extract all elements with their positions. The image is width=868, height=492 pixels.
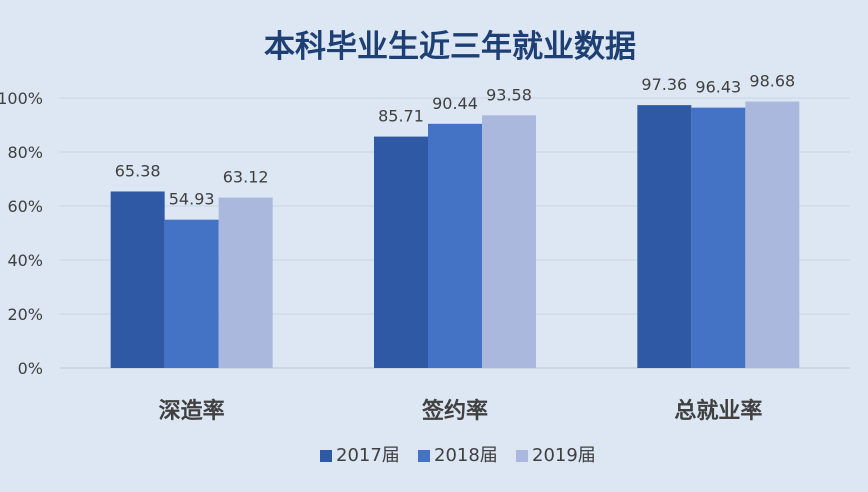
data-label: 85.71 [378, 107, 424, 126]
y-axis-ticks: 0% 20% 40% 60% 80% 100% [0, 89, 43, 378]
data-label: 97.36 [641, 75, 687, 94]
legend-swatch [418, 450, 430, 462]
legend: 2017届 2018届 2019届 [320, 445, 596, 466]
data-label: 90.44 [432, 94, 478, 113]
data-label: 93.58 [486, 85, 532, 104]
data-label: 96.43 [695, 78, 741, 97]
bar [691, 107, 746, 368]
data-label: 54.93 [169, 190, 215, 209]
y-tick-label: 60% [7, 197, 43, 216]
x-axis-categories: 深造率 签约率 总就业率 [159, 398, 763, 424]
x-category-label: 深造率 [159, 398, 225, 424]
data-label: 63.12 [223, 168, 269, 187]
x-category-label: 总就业率 [674, 398, 762, 424]
y-tick-label: 40% [7, 251, 43, 270]
bar-series [110, 101, 800, 369]
bar [164, 219, 219, 368]
data-labels: 65.38 54.93 63.12 85.71 90.44 93.58 97.36 96.43… [115, 72, 795, 209]
bar [110, 191, 165, 368]
legend-swatch [320, 450, 332, 462]
y-tick-label: 100% [0, 89, 43, 108]
bar [218, 197, 273, 368]
y-tick-label: 80% [7, 143, 43, 162]
data-label: 65.38 [115, 161, 161, 180]
data-label: 98.68 [749, 72, 795, 91]
legend-swatch [516, 450, 528, 462]
y-tick-label: 20% [7, 305, 43, 324]
bar [482, 115, 536, 368]
legend-label: 2018届 [434, 445, 498, 466]
legend-label: 2017届 [336, 445, 400, 466]
bar [637, 105, 692, 369]
legend-label: 2019届 [532, 445, 596, 466]
x-category-label: 签约率 [421, 398, 488, 424]
bar [428, 123, 482, 368]
chart-title: 本科毕业生近三年就业数据 [264, 29, 636, 65]
bar [745, 101, 800, 369]
bar [374, 136, 428, 368]
y-tick-label: 0% [18, 359, 43, 378]
